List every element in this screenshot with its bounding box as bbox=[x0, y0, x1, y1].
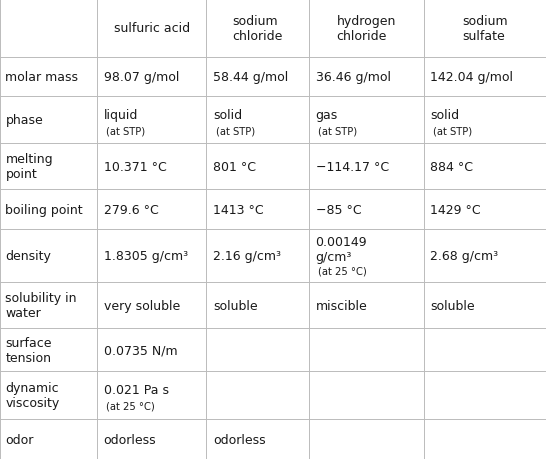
Text: 1429 °C: 1429 °C bbox=[430, 203, 481, 216]
Text: 58.44 g/mol: 58.44 g/mol bbox=[213, 71, 288, 84]
Text: solubility in
water: solubility in water bbox=[5, 292, 77, 320]
Text: molar mass: molar mass bbox=[5, 71, 79, 84]
Text: sodium
sulfate: sodium sulfate bbox=[462, 15, 508, 43]
Text: melting
point: melting point bbox=[5, 153, 53, 181]
Text: 0.00149
g/cm³: 0.00149 g/cm³ bbox=[316, 236, 367, 264]
Text: 36.46 g/mol: 36.46 g/mol bbox=[316, 71, 390, 84]
Text: 98.07 g/mol: 98.07 g/mol bbox=[104, 71, 179, 84]
Text: boiling point: boiling point bbox=[5, 203, 83, 216]
Text: odorless: odorless bbox=[213, 433, 265, 446]
Text: 2.68 g/cm³: 2.68 g/cm³ bbox=[430, 250, 498, 263]
Text: soluble: soluble bbox=[213, 299, 258, 312]
Text: very soluble: very soluble bbox=[104, 299, 180, 312]
Text: 0.0735 N/m: 0.0735 N/m bbox=[104, 344, 177, 357]
Text: 0.021 Pa s: 0.021 Pa s bbox=[104, 383, 169, 396]
Text: (at STP): (at STP) bbox=[318, 126, 358, 136]
Text: −114.17 °C: −114.17 °C bbox=[316, 161, 389, 174]
Text: 10.371 °C: 10.371 °C bbox=[104, 161, 167, 174]
Text: solid: solid bbox=[430, 108, 459, 122]
Text: 142.04 g/mol: 142.04 g/mol bbox=[430, 71, 513, 84]
Text: (at 25 °C): (at 25 °C) bbox=[318, 266, 367, 276]
Text: phase: phase bbox=[5, 114, 43, 127]
Text: sulfuric acid: sulfuric acid bbox=[114, 22, 190, 35]
Text: odor: odor bbox=[5, 433, 34, 446]
Text: hydrogen
chloride: hydrogen chloride bbox=[337, 15, 396, 43]
Text: dynamic
viscosity: dynamic viscosity bbox=[5, 381, 60, 409]
Text: solid: solid bbox=[213, 108, 242, 122]
Text: liquid: liquid bbox=[104, 108, 138, 122]
Text: (at STP): (at STP) bbox=[216, 126, 255, 136]
Text: 884 °C: 884 °C bbox=[430, 161, 473, 174]
Text: −85 °C: −85 °C bbox=[316, 203, 361, 216]
Text: (at 25 °C): (at 25 °C) bbox=[106, 401, 155, 411]
Text: 801 °C: 801 °C bbox=[213, 161, 256, 174]
Text: 2.16 g/cm³: 2.16 g/cm³ bbox=[213, 250, 281, 263]
Text: (at STP): (at STP) bbox=[433, 126, 472, 136]
Text: 279.6 °C: 279.6 °C bbox=[104, 203, 158, 216]
Text: 1413 °C: 1413 °C bbox=[213, 203, 264, 216]
Text: (at STP): (at STP) bbox=[106, 126, 146, 136]
Text: soluble: soluble bbox=[430, 299, 475, 312]
Text: 1.8305 g/cm³: 1.8305 g/cm³ bbox=[104, 250, 188, 263]
Text: density: density bbox=[5, 250, 51, 263]
Text: surface
tension: surface tension bbox=[5, 336, 52, 364]
Text: miscible: miscible bbox=[316, 299, 367, 312]
Text: gas: gas bbox=[316, 108, 338, 122]
Text: odorless: odorless bbox=[104, 433, 156, 446]
Text: sodium
chloride: sodium chloride bbox=[233, 15, 283, 43]
